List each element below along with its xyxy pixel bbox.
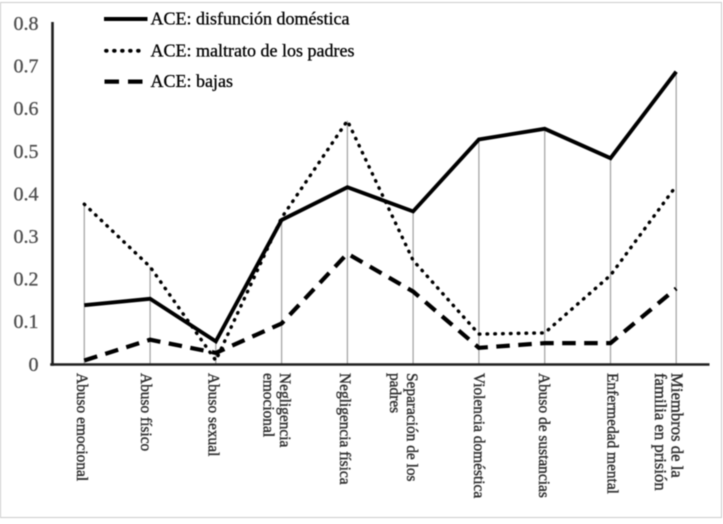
svg-text:Negligencia física: Negligencia física [336, 373, 353, 485]
svg-text:Abuso emocional: Abuso emocional [73, 373, 90, 481]
svg-text:Abuso de sustancias: Abuso de sustancias [535, 373, 552, 498]
svg-text:0.7: 0.7 [14, 56, 39, 78]
svg-text:0.4: 0.4 [14, 183, 39, 205]
svg-text:ACE: maltrato de los padres: ACE: maltrato de los padres [151, 40, 355, 60]
svg-text:Enfermedad mental: Enfermedad mental [603, 373, 620, 494]
svg-text:0.2: 0.2 [14, 269, 39, 291]
svg-text:Miembros de la: Miembros de la [668, 373, 687, 478]
svg-text:Abuso sexual: Abuso sexual [205, 373, 222, 456]
svg-text:padres: padres [386, 373, 403, 413]
svg-text:Negligencia: Negligencia [276, 373, 293, 448]
svg-text:Violencia doméstica: Violencia doméstica [470, 373, 487, 498]
svg-text:ACE: disfunción doméstica: ACE: disfunción doméstica [151, 9, 350, 29]
svg-text:0.8: 0.8 [14, 13, 39, 35]
svg-text:0.1: 0.1 [14, 311, 39, 333]
svg-text:emocional: emocional [260, 373, 277, 437]
svg-text:ACE: bajas: ACE: bajas [151, 71, 234, 91]
svg-text:0.5: 0.5 [14, 141, 39, 163]
svg-text:Abuso físico: Abuso físico [137, 373, 154, 452]
svg-text:Separación de los: Separación de los [403, 373, 420, 482]
svg-text:0: 0 [29, 354, 39, 376]
svg-text:familia en prisión: familia en prisión [651, 373, 670, 491]
svg-text:0.3: 0.3 [14, 226, 39, 248]
svg-text:0.6: 0.6 [14, 98, 39, 120]
